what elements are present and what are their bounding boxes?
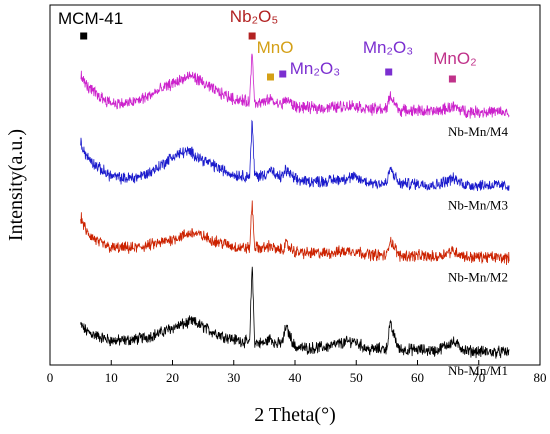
series-line-1 <box>80 266 510 359</box>
x-tick-label: 0 <box>47 370 54 385</box>
series-label: Nb-Mn/M3 <box>448 197 508 212</box>
x-tick-label: 80 <box>534 370 547 385</box>
peak-marker <box>267 73 274 81</box>
peak-marker <box>385 68 393 76</box>
peak-label: Mn₂O₃ <box>363 38 413 57</box>
x-tick-label: 60 <box>411 370 424 385</box>
y-axis-title: Intensity(a.u.) <box>5 129 27 241</box>
series-line-2 <box>80 200 510 265</box>
peak-label: MnO₂ <box>433 49 476 68</box>
series-layer <box>80 53 510 359</box>
x-tick-label: 10 <box>105 370 118 385</box>
x-tick-label: 40 <box>289 370 302 385</box>
peak-marker <box>248 32 256 40</box>
x-tick-label: 30 <box>227 370 240 385</box>
peak-label: Nb₂O₅ <box>230 7 278 26</box>
peak-marker <box>279 70 287 78</box>
series-label: Nb-Mn/M4 <box>448 124 508 139</box>
x-tick-label: 70 <box>472 370 485 385</box>
series-label: Nb-Mn/M1 <box>448 363 508 378</box>
x-axis-title: 2 Theta(°) <box>254 404 335 426</box>
x-tick-label: 50 <box>350 370 363 385</box>
peak-marker <box>80 32 88 40</box>
x-axis-ticks: 0 10 20 30 40 50 60 70 80 <box>47 360 547 385</box>
series-line-4 <box>80 53 510 119</box>
peak-annotations: MCM-41 Nb₂O₅ MnO Mn₂O₃ Mn₂O₃ MnO₂ <box>58 7 477 83</box>
series-label: Nb-Mn/M2 <box>448 269 508 284</box>
peak-label: MCM-41 <box>58 9 123 28</box>
peak-label: MnO <box>257 38 294 57</box>
x-tick-label: 20 <box>166 370 179 385</box>
series-line-3 <box>80 119 510 192</box>
series-labels: Nb-Mn/M1 Nb-Mn/M2 Nb-Mn/M3 Nb-Mn/M4 <box>448 124 508 378</box>
peak-label: Mn₂O₃ <box>290 59 340 78</box>
peak-marker <box>448 75 456 83</box>
